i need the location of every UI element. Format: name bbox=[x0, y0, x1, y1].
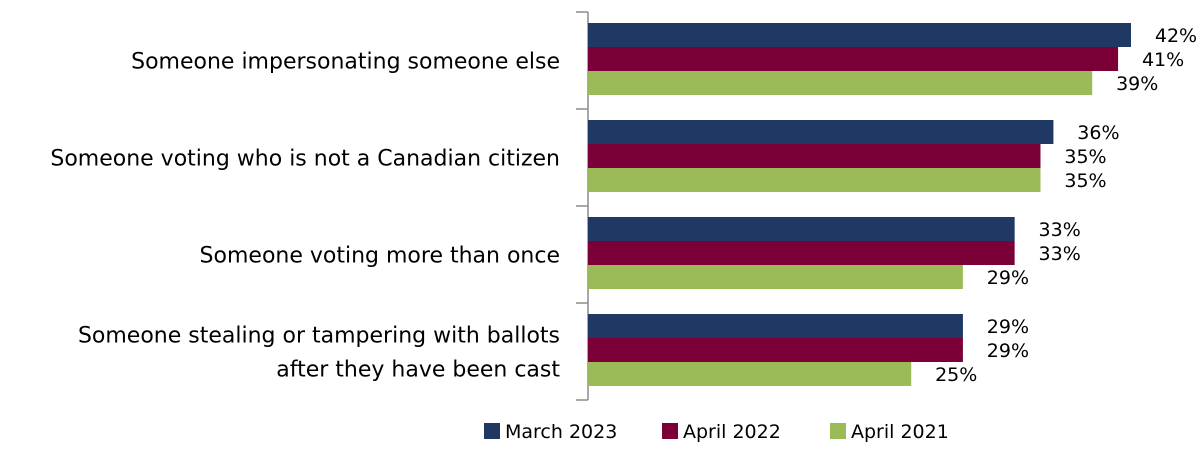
data-label: 42% bbox=[1155, 25, 1197, 47]
data-label: 35% bbox=[1064, 146, 1106, 168]
data-label: 36% bbox=[1077, 122, 1119, 144]
category-label: Someone voting who is not a Canadian cit… bbox=[50, 147, 560, 172]
category-labels: Someone impersonating someone else Someon… bbox=[50, 50, 560, 383]
data-label: 33% bbox=[1039, 219, 1081, 241]
category-label: after they have been cast bbox=[276, 358, 560, 383]
bar bbox=[588, 168, 1041, 192]
bars bbox=[588, 23, 1131, 386]
data-label: 29% bbox=[987, 267, 1029, 289]
bar bbox=[588, 144, 1041, 168]
data-label: 41% bbox=[1142, 49, 1184, 71]
data-label: 39% bbox=[1116, 73, 1158, 95]
value-labels: 42% 36% 33% 29% 41% 35% 33% 29% 39% 35% 29% 25% bbox=[935, 25, 1197, 386]
legend-label: March 2023 bbox=[505, 421, 617, 443]
legend-swatch bbox=[484, 423, 500, 439]
bar bbox=[588, 47, 1119, 71]
data-label: 35% bbox=[1064, 170, 1106, 192]
data-label: 25% bbox=[935, 364, 977, 386]
data-label: 29% bbox=[987, 340, 1029, 362]
legend-label: April 2022 bbox=[683, 421, 781, 443]
bar bbox=[588, 241, 1015, 265]
legend-swatch bbox=[830, 423, 846, 439]
data-label: 29% bbox=[987, 316, 1029, 338]
data-label: 33% bbox=[1039, 243, 1081, 265]
bar bbox=[588, 217, 1015, 241]
legend: March 2023 April 2022 April 2021 bbox=[484, 421, 949, 443]
bar bbox=[588, 314, 963, 338]
category-label: Someone impersonating someone else bbox=[131, 50, 560, 75]
bar bbox=[588, 338, 963, 362]
category-label: Someone voting more than once bbox=[200, 244, 560, 269]
bar bbox=[588, 23, 1131, 47]
category-label: Someone stealing or tampering with ballo… bbox=[78, 324, 560, 349]
bar bbox=[588, 362, 912, 386]
bar bbox=[588, 71, 1093, 95]
category-axis bbox=[576, 11, 589, 401]
legend-label: April 2021 bbox=[851, 421, 949, 443]
bar bbox=[588, 265, 963, 289]
legend-swatch bbox=[662, 423, 678, 439]
bar bbox=[588, 120, 1054, 144]
